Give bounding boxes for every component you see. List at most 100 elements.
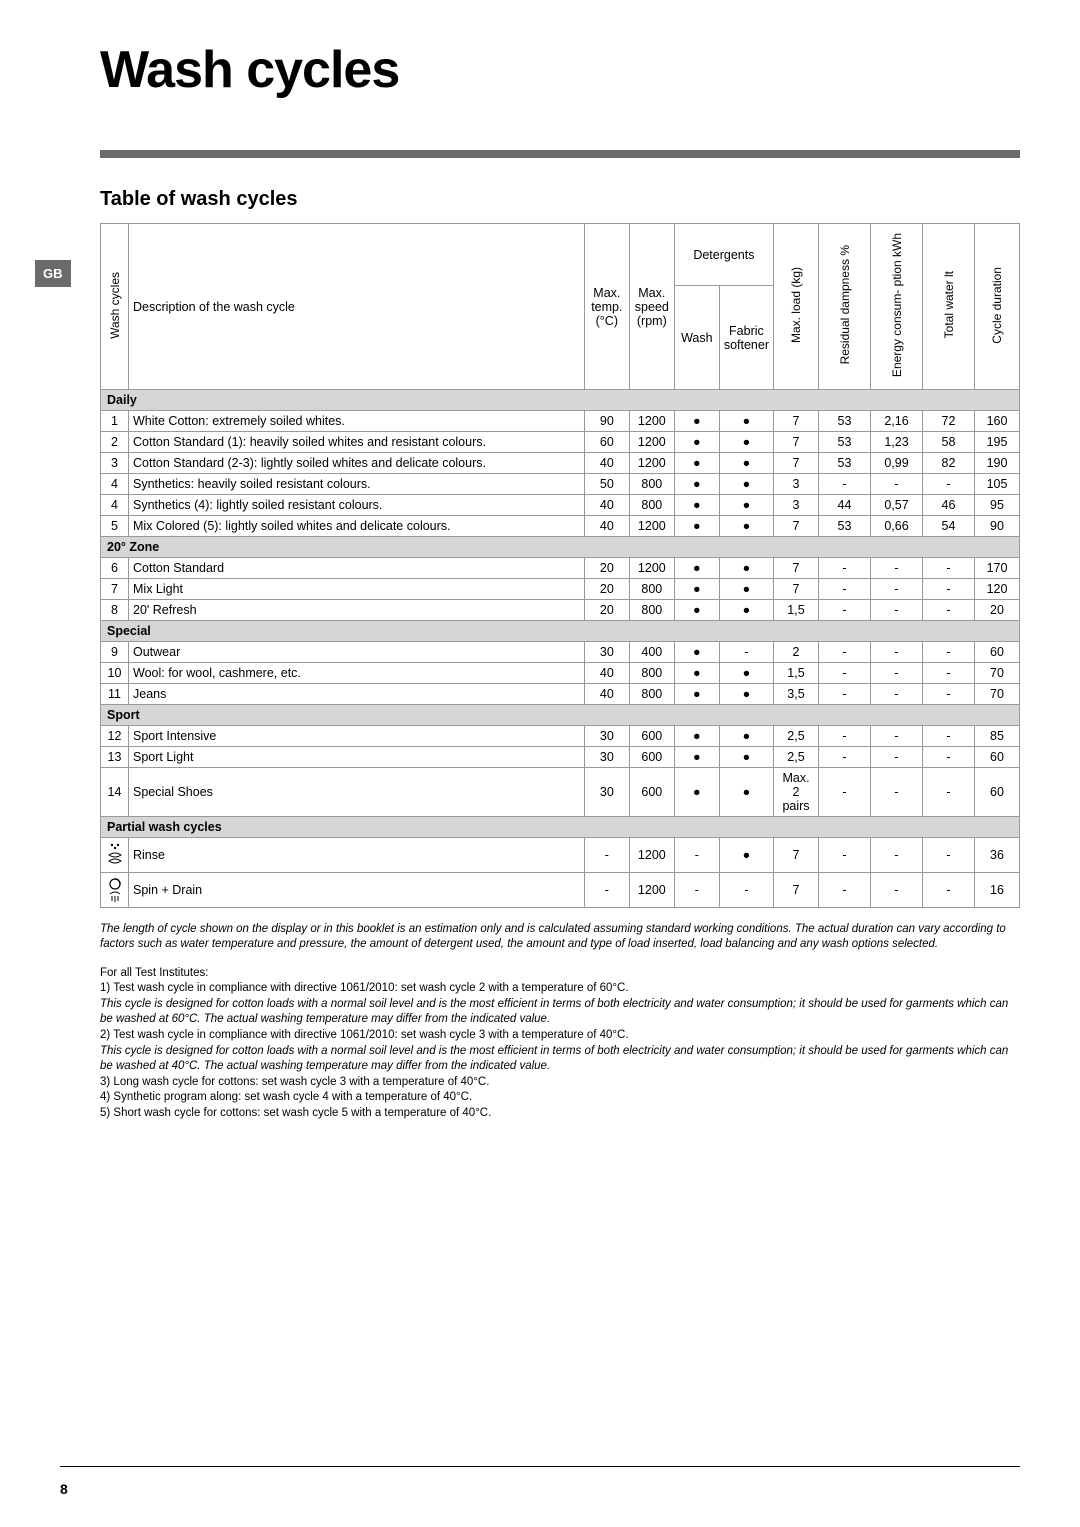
cell-res: - bbox=[819, 873, 871, 908]
cell-rpm: 1200 bbox=[629, 411, 674, 432]
section-header: Daily bbox=[101, 390, 1020, 411]
cell-en: - bbox=[871, 579, 923, 600]
cell-temp: 40 bbox=[584, 663, 629, 684]
cell-rpm: 1200 bbox=[629, 873, 674, 908]
cell-rpm: 800 bbox=[629, 495, 674, 516]
cell-rpm: 800 bbox=[629, 684, 674, 705]
section-header: 20° Zone bbox=[101, 537, 1020, 558]
cell-wash: ● bbox=[674, 747, 719, 768]
cell-rpm: 800 bbox=[629, 600, 674, 621]
cell-res: - bbox=[819, 558, 871, 579]
cell-en: - bbox=[871, 684, 923, 705]
cell-temp: 30 bbox=[584, 642, 629, 663]
cell-load: 7 bbox=[774, 838, 819, 873]
cell-res: - bbox=[819, 642, 871, 663]
cycle-number: 13 bbox=[101, 747, 129, 768]
institutes-block: For all Test Institutes: 1) Test wash cy… bbox=[100, 966, 1020, 1121]
cell-wat: - bbox=[923, 747, 975, 768]
cell-dur: 170 bbox=[975, 558, 1020, 579]
cell-wat: - bbox=[923, 663, 975, 684]
cell-en: - bbox=[871, 873, 923, 908]
cycle-description: Mix Colored (5): lightly soiled whites a… bbox=[129, 516, 585, 537]
cell-soft: ● bbox=[719, 684, 773, 705]
cell-soft: ● bbox=[719, 579, 773, 600]
cell-temp: 40 bbox=[584, 495, 629, 516]
cell-res: - bbox=[819, 838, 871, 873]
cell-wash: ● bbox=[674, 453, 719, 474]
cycle-description: Synthetics: heavily soiled resistant col… bbox=[129, 474, 585, 495]
cycle-description: White Cotton: extremely soiled whites. bbox=[129, 411, 585, 432]
cycle-number: 4 bbox=[101, 474, 129, 495]
cell-dur: 190 bbox=[975, 453, 1020, 474]
table-row: 820' Refresh20800●●1,5---20 bbox=[101, 600, 1020, 621]
cell-load: 2,5 bbox=[774, 726, 819, 747]
cell-wash: ● bbox=[674, 558, 719, 579]
cell-temp: 20 bbox=[584, 600, 629, 621]
table-row: 4Synthetics: heavily soiled resistant co… bbox=[101, 474, 1020, 495]
cell-wat: 72 bbox=[923, 411, 975, 432]
cell-dur: 120 bbox=[975, 579, 1020, 600]
cell-temp: 20 bbox=[584, 558, 629, 579]
cell-wash: ● bbox=[674, 516, 719, 537]
cell-en: - bbox=[871, 600, 923, 621]
cycle-number: 1 bbox=[101, 411, 129, 432]
cell-rpm: 800 bbox=[629, 579, 674, 600]
cell-en: - bbox=[871, 558, 923, 579]
cell-res: - bbox=[819, 663, 871, 684]
cycle-description: Rinse bbox=[129, 838, 585, 873]
cell-dur: 95 bbox=[975, 495, 1020, 516]
cell-load: 1,5 bbox=[774, 663, 819, 684]
col-residual: Residual dampness % bbox=[836, 239, 854, 370]
cell-wash: - bbox=[674, 873, 719, 908]
cell-rpm: 600 bbox=[629, 726, 674, 747]
cell-soft: ● bbox=[719, 432, 773, 453]
cell-wat: - bbox=[923, 726, 975, 747]
table-row: Rinse-1200-●7---36 bbox=[101, 838, 1020, 873]
cell-dur: 60 bbox=[975, 747, 1020, 768]
cell-soft: ● bbox=[719, 495, 773, 516]
cell-en: - bbox=[871, 663, 923, 684]
col-fabric-softener: Fabric softener bbox=[719, 286, 773, 390]
cell-load: 2 bbox=[774, 642, 819, 663]
cell-wash: ● bbox=[674, 474, 719, 495]
cell-wat: 82 bbox=[923, 453, 975, 474]
col-energy: Energy consum- ption kWh bbox=[888, 227, 906, 383]
cell-temp: 20 bbox=[584, 579, 629, 600]
page-title: Wash cycles bbox=[100, 40, 1020, 100]
table-row: 5Mix Colored (5): lightly soiled whites … bbox=[101, 516, 1020, 537]
cell-soft: ● bbox=[719, 516, 773, 537]
cell-en: 0,57 bbox=[871, 495, 923, 516]
cell-res: - bbox=[819, 768, 871, 817]
cycle-number: 12 bbox=[101, 726, 129, 747]
cell-load: 2,5 bbox=[774, 747, 819, 768]
cycle-description: Mix Light bbox=[129, 579, 585, 600]
cell-soft: ● bbox=[719, 663, 773, 684]
cell-en: - bbox=[871, 474, 923, 495]
cell-wat: - bbox=[923, 684, 975, 705]
cell-load: 7 bbox=[774, 579, 819, 600]
cell-load: 7 bbox=[774, 411, 819, 432]
cell-wat: - bbox=[923, 873, 975, 908]
table-row: 3Cotton Standard (2-3): lightly soiled w… bbox=[101, 453, 1020, 474]
cycle-description: Cotton Standard (1): heavily soiled whit… bbox=[129, 432, 585, 453]
cycle-number bbox=[101, 838, 129, 873]
cell-wash: - bbox=[674, 838, 719, 873]
col-water: Total water lt bbox=[940, 265, 958, 344]
cell-wash: ● bbox=[674, 600, 719, 621]
cell-load: 7 bbox=[774, 453, 819, 474]
table-row: 2Cotton Standard (1): heavily soiled whi… bbox=[101, 432, 1020, 453]
institute-line: 4) Synthetic program along: set wash cyc… bbox=[100, 1090, 1020, 1106]
col-wash-cycles: Wash cycles bbox=[106, 266, 124, 345]
cell-soft: ● bbox=[719, 747, 773, 768]
cycle-description: Outwear bbox=[129, 642, 585, 663]
cell-load: 7 bbox=[774, 516, 819, 537]
cell-wat: - bbox=[923, 600, 975, 621]
cell-res: 53 bbox=[819, 453, 871, 474]
cell-rpm: 600 bbox=[629, 768, 674, 817]
cell-wat: - bbox=[923, 558, 975, 579]
cell-soft: - bbox=[719, 873, 773, 908]
cell-soft: ● bbox=[719, 474, 773, 495]
cell-en: - bbox=[871, 726, 923, 747]
cell-wat: - bbox=[923, 838, 975, 873]
cell-res: - bbox=[819, 474, 871, 495]
